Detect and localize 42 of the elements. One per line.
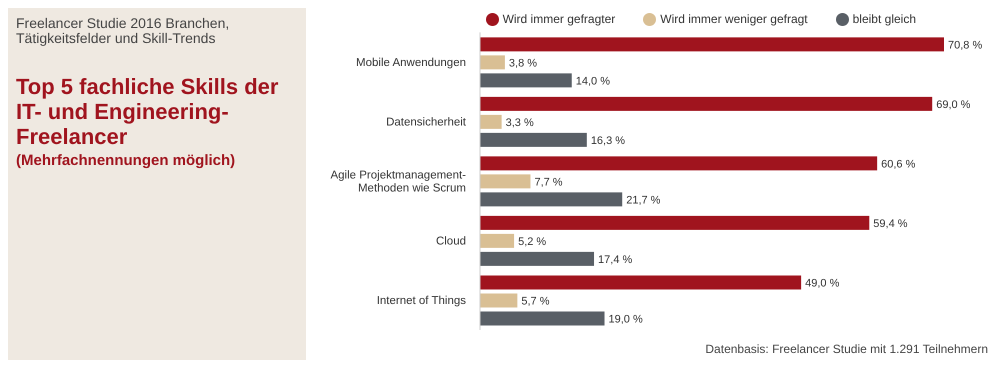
data-label: 17,4 %	[598, 254, 632, 266]
bar	[480, 192, 622, 206]
legend-label: Wird immer gefragter	[502, 12, 616, 26]
y-tick-label: Mobile Anwendungen	[356, 57, 466, 70]
bar	[480, 234, 514, 248]
data-label: 5,7 %	[521, 295, 550, 308]
y-tick-label: Agile Projektmanagement-Methoden wie Scrum	[330, 170, 466, 195]
text: Freelancer Studie 2016 Branchen, Tätigkeitsfelder und Skill-Trends	[16, 15, 230, 46]
data-label: 21,7 %	[626, 194, 661, 206]
data-label: 60,6 %	[881, 158, 916, 170]
data-label: 3,8 %	[508, 57, 538, 70]
bar	[480, 96, 932, 111]
bar	[480, 252, 594, 266]
data-label: 16,3 %	[590, 134, 626, 147]
bar	[480, 216, 870, 230]
data-label: 19,0 %	[608, 313, 643, 326]
data-label: 70,8 %	[948, 39, 982, 52]
bar	[480, 73, 572, 88]
data-label: 5,2 %	[518, 236, 546, 248]
y-tick-label: Cloud	[436, 236, 466, 248]
y-tick-label: Datensicherheit	[386, 116, 467, 129]
legend-label: bleibt gleich	[852, 12, 916, 26]
text: (Mehrfachnennungen möglich)	[16, 152, 236, 169]
legend-label: Wird immer weniger gefragt	[660, 12, 808, 26]
data-label: 7,7 %	[534, 176, 563, 188]
bar	[480, 114, 502, 129]
y-tick-label: Internet of Things	[376, 295, 466, 308]
text: Datenbasis: Freelancer Studie mit 1.291 Teilnehmern	[705, 342, 988, 356]
bar	[480, 156, 878, 170]
data-label: 59,4 %	[873, 218, 908, 230]
bar	[480, 55, 505, 70]
bar	[480, 174, 530, 188]
bar	[480, 132, 587, 147]
bar	[480, 275, 802, 290]
data-label: 3,3 %	[506, 116, 534, 129]
bar	[480, 311, 605, 326]
data-label: 69,0 %	[936, 98, 971, 111]
text: Top 5 fachliche Skills der IT- und Engineering-Freelancer	[16, 74, 280, 149]
data-label: 14,0 %	[576, 75, 610, 88]
data-label: 49,0 %	[805, 277, 840, 290]
bar	[480, 293, 518, 308]
bar	[480, 37, 944, 52]
